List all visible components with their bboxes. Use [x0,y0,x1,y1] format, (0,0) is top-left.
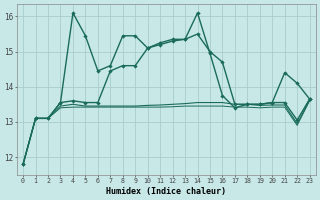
X-axis label: Humidex (Indice chaleur): Humidex (Indice chaleur) [106,187,226,196]
